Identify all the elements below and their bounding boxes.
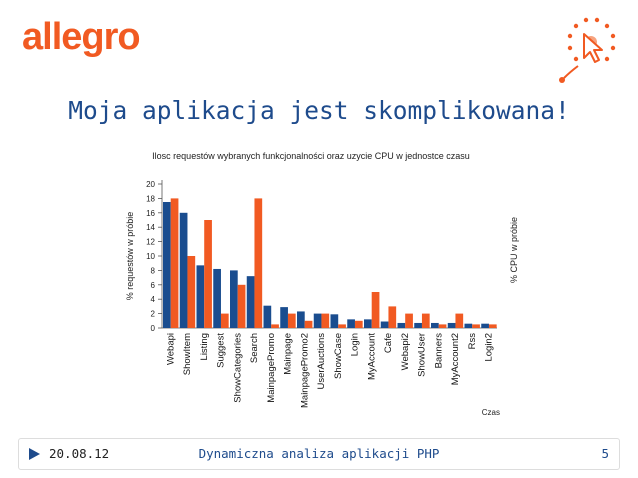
bar-requests	[213, 268, 221, 328]
bar-cpu	[220, 313, 229, 328]
bar-requests	[330, 314, 339, 328]
y-tick-label: 14	[146, 223, 155, 232]
y-tick-label: 8	[151, 266, 156, 275]
bar-cpu	[271, 324, 279, 328]
bar-requests	[447, 322, 456, 328]
play-arrow-icon	[29, 448, 40, 460]
y-axis-label: % requestów w próbie	[125, 212, 135, 301]
bar-requests	[297, 311, 305, 328]
y-tick-label: 2	[151, 310, 156, 319]
bar-requests	[280, 307, 288, 328]
x-axis-label: Czas	[482, 408, 500, 417]
bar-cpu	[287, 313, 296, 328]
bar-requests	[196, 265, 205, 328]
y-tick-label: 18	[146, 194, 155, 203]
bar-requests	[179, 212, 188, 328]
bar-cpu	[304, 320, 313, 328]
bar-cpu	[187, 256, 196, 328]
bar-requests	[414, 322, 422, 328]
x-tick-label: Login	[350, 333, 361, 356]
bar-requests	[464, 323, 473, 328]
bar-requests	[263, 305, 272, 328]
bar-requests	[246, 276, 255, 328]
bar-requests	[380, 321, 389, 328]
x-tick-label: Search	[249, 333, 260, 363]
footer-date: 20.08.12	[49, 446, 110, 461]
bar-cpu	[170, 198, 179, 328]
cursor-tail-dot	[559, 77, 565, 83]
bar-cpu	[237, 284, 246, 328]
bar-cpu	[472, 324, 480, 328]
y-tick-label: 0	[151, 324, 156, 333]
bar-cpu	[204, 220, 212, 328]
y-tick-label: 12	[146, 238, 155, 247]
bar-cpu	[371, 292, 380, 328]
footer-page-number: 5	[601, 446, 609, 461]
bar-requests	[431, 322, 439, 328]
bar-requests	[163, 202, 171, 328]
x-tick-label: MyAccount2	[450, 333, 461, 385]
bar-requests	[364, 319, 372, 328]
x-tick-label: UserAuctions	[316, 333, 327, 390]
bar-requests	[397, 322, 406, 328]
x-tick-label: MainpagePromo	[266, 333, 277, 403]
bar-cpu	[388, 306, 397, 328]
bar-requests	[230, 270, 238, 328]
bar-cpu	[254, 198, 263, 328]
bar-cpu	[405, 313, 413, 328]
x-tick-label: MyAccount	[366, 333, 377, 380]
y-axis-label-right: % CPU w próbie	[509, 217, 519, 283]
bar-cpu	[488, 324, 497, 328]
bar-cpu	[421, 313, 430, 328]
allegro-logo: allegro	[22, 16, 141, 58]
slide-title: Moja aplikacja jest skomplikowana!	[68, 96, 570, 125]
y-tick-label: 4	[151, 295, 156, 304]
bar-requests	[347, 319, 355, 328]
bar-cpu	[438, 324, 447, 328]
cursor-tail	[563, 65, 579, 79]
bar-cpu	[455, 313, 464, 328]
y-tick-label: 20	[146, 180, 155, 189]
footer-presentation-title: Dynamiczna analiza aplikacji PHP	[198, 446, 440, 461]
x-tick-label: Login2	[484, 333, 495, 362]
x-tick-label: Suggest	[216, 333, 227, 368]
mouse-cursor-icon	[559, 17, 616, 83]
y-tick-label: 6	[151, 281, 156, 290]
x-tick-label: Webapi	[165, 333, 176, 365]
x-tick-label: ShowUser	[417, 333, 428, 377]
bar-cpu	[354, 320, 363, 328]
x-tick-label: ShowCase	[333, 333, 344, 379]
y-tick-label: 16	[146, 209, 155, 218]
x-tick-label: Rss	[467, 333, 478, 350]
x-tick-label: ShowCategories	[232, 333, 243, 403]
bar-requests	[481, 323, 489, 328]
bar-cpu	[338, 324, 346, 328]
x-tick-label: Banners	[433, 333, 444, 369]
cursor-arrow	[583, 33, 603, 63]
bar-requests	[313, 313, 322, 328]
x-tick-label: Listing	[199, 333, 210, 360]
x-tick-label: Cafe	[383, 333, 394, 353]
slide-footer: 20.08.12 Dynamiczna analiza aplikacji PH…	[18, 438, 620, 470]
bar-cpu	[321, 313, 330, 328]
x-tick-label: MainpagePromo2	[299, 333, 310, 408]
x-tick-label: Webapi2	[400, 333, 411, 370]
y-tick-label: 10	[146, 252, 155, 261]
x-tick-label: ShowItem	[182, 333, 193, 375]
chart-title: Ilosc requestów wybranych funkcjonalnośc…	[152, 151, 470, 161]
x-tick-label: Mainpage	[283, 333, 294, 375]
